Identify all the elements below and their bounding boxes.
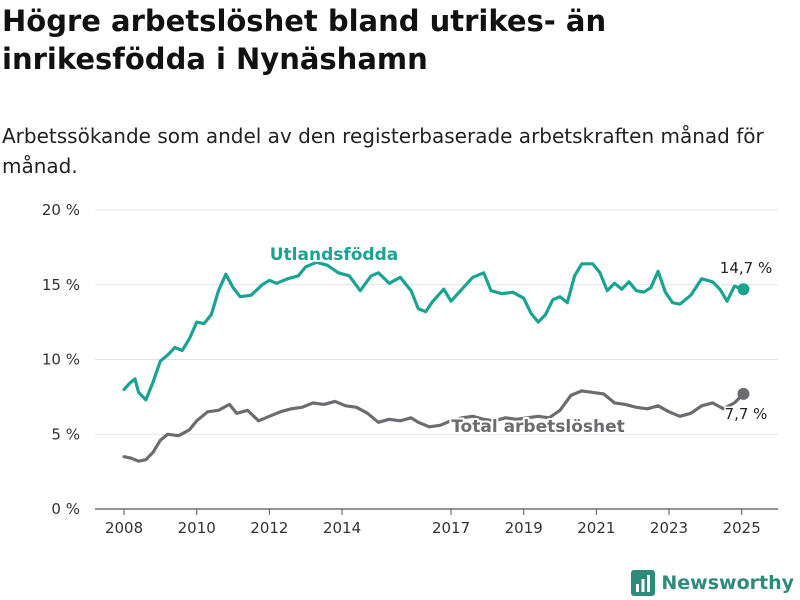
brand-name: Newsworthy <box>661 572 794 594</box>
gridlines <box>95 209 778 510</box>
x-tick-label: 2017 <box>432 519 470 537</box>
end-value-label: 14,7 % <box>720 259 772 277</box>
end-value-label: 7,7 % <box>725 405 768 423</box>
y-tick-label: 0 % <box>51 500 80 518</box>
bar-chart-logo-icon <box>631 570 656 596</box>
y-tick-label: 5 % <box>51 425 80 443</box>
end-point-marker <box>737 283 750 296</box>
series-name-label: Utlandsfödda <box>270 245 399 265</box>
label-layer: Utlandsfödda Total arbetslöshet 14,7 % 7,7 … <box>268 243 774 439</box>
chart-title: Högre arbetslöshet bland utrikes- än inr… <box>2 4 607 76</box>
x-tick-label: 2025 <box>723 519 761 537</box>
x-tick-label: 2010 <box>178 519 216 537</box>
x-tick-label: 2021 <box>577 519 615 537</box>
x-tick-label: 2023 <box>650 519 688 537</box>
x-tick-label: 2012 <box>250 519 288 537</box>
chart-subtitle: Arbetssökande som andel av den registerb… <box>2 124 764 178</box>
y-axis: 0 % 5 % 10 % 15 % 20 % <box>42 201 80 518</box>
x-tick-label: 2008 <box>105 519 143 537</box>
x-tick-label: 2014 <box>323 519 361 537</box>
x-axis: 2008 2010 2012 2014 2017 2019 2021 2023 2025 <box>105 509 761 537</box>
y-tick-label: 20 % <box>42 201 80 219</box>
brand-logo: Newsworthy <box>631 570 794 596</box>
y-tick-label: 10 % <box>42 351 80 369</box>
end-point-marker <box>737 387 750 400</box>
series-line-total <box>122 389 746 463</box>
y-tick-label: 15 % <box>42 276 80 294</box>
x-tick-label: 2019 <box>505 519 543 537</box>
series-line-utlandsfodda <box>122 260 746 402</box>
series-name-label: Total arbetslöshet <box>451 417 625 437</box>
series-layer <box>122 260 750 463</box>
